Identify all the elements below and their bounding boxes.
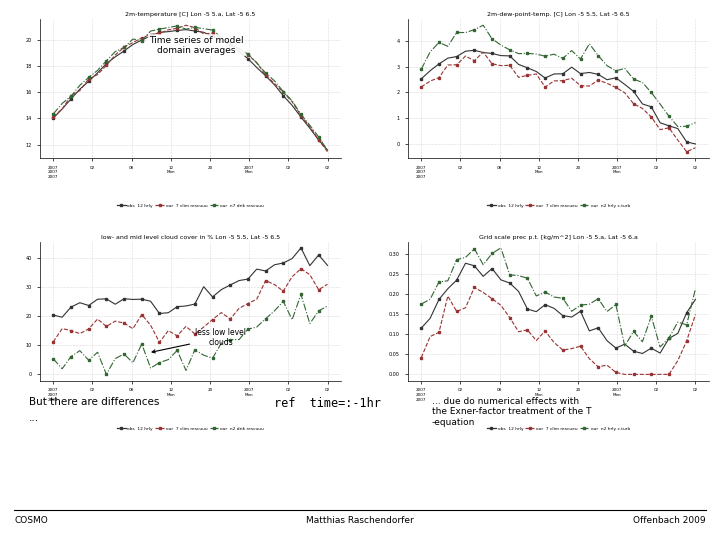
Legend: obs  12 hrly, our  7 clim rescuuu, our  n7 drik rescuuu: obs 12 hrly, our 7 clim rescuuu, our n7 … <box>115 202 266 210</box>
Text: ref  time=:-1hr: ref time=:-1hr <box>274 397 380 410</box>
Text: ...: ... <box>29 413 39 423</box>
Text: Offenbach 2009: Offenbach 2009 <box>633 516 706 525</box>
Legend: obs  12 hrly, our  7 clim rescuuu, our  n2 drik rescuuu: obs 12 hrly, our 7 clim rescuuu, our n2 … <box>115 424 266 433</box>
Text: But there are differences: But there are differences <box>29 397 159 407</box>
Text: Time series of model
domain averages: Time series of model domain averages <box>149 36 244 55</box>
Title: 2m-dew-point-temp. [C] Lon -5 5.5, Lat -5 6.5: 2m-dew-point-temp. [C] Lon -5 5.5, Lat -… <box>487 12 630 17</box>
Title: low- and mid level cloud cover in % Lon -5 5.5, Lat -5 6.5: low- and mid level cloud cover in % Lon … <box>101 235 280 240</box>
Title: 2m-temperature [C] Lon -5 5.a, Lat -5 6.5: 2m-temperature [C] Lon -5 5.a, Lat -5 6.… <box>125 12 256 17</box>
Text: COSMO: COSMO <box>14 516 48 525</box>
Text: less low level
clouds: less low level clouds <box>152 328 246 353</box>
Title: Grid scale prec p.t. [kg/m^2] Lon -5 5.a, Lat -5 6.a: Grid scale prec p.t. [kg/m^2] Lon -5 5.a… <box>479 235 638 240</box>
Text: Matthias Raschendorfer: Matthias Raschendorfer <box>306 516 414 525</box>
Text: ... due do numerical effects with
the Exner-factor treatment of the T
-equation: ... due do numerical effects with the Ex… <box>432 397 592 427</box>
Legend: obs  12 hrly, our  7 clim rescueu, our  n2 hrly c.turb: obs 12 hrly, our 7 clim rescueu, our n2 … <box>485 424 631 433</box>
Legend: obs  12 hrly, our  7 clim rescueu, our  n2 hrly c.turb: obs 12 hrly, our 7 clim rescueu, our n2 … <box>485 202 631 210</box>
